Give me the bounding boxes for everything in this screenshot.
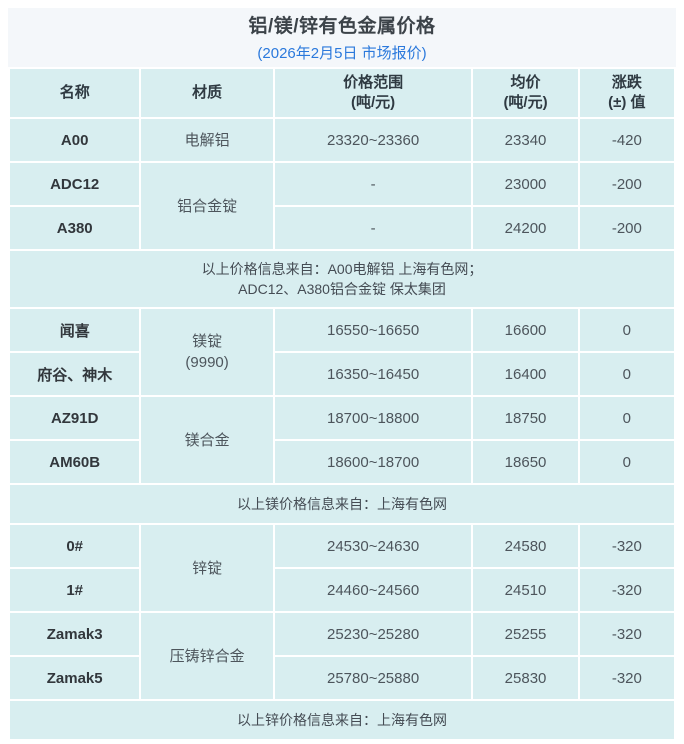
table-header-row: 名称 材质 价格范围 (吨/元) 均价 (吨/元) 涨跌 (±) 值 <box>10 69 674 117</box>
name-cell: 1# <box>10 569 140 611</box>
column-header-label: 均价 <box>510 74 541 91</box>
note-line: 以上锌价格信息来自：上海有色网 <box>237 712 447 728</box>
table-row: A380 - 24200 -200 <box>10 207 674 249</box>
material-cell: 镁锭 (9990) <box>141 309 273 395</box>
metal-price-table: 名称 材质 价格范围 (吨/元) 均价 (吨/元) 涨跌 (±) 值 <box>8 67 676 741</box>
column-header-label: 涨跌 <box>611 74 642 91</box>
name-cell: A380 <box>10 207 140 249</box>
change-value-cell: -320 <box>579 569 674 611</box>
table-row: 闻喜 镁锭 (9990) 16550~16650 16600 0 <box>10 309 674 395</box>
change-value-cell: -320 <box>579 657 674 699</box>
price-range-cell: - <box>274 163 472 205</box>
table-row: 府谷、神木 16350~16450 16400 0 <box>10 353 674 395</box>
change-value-cell: -200 <box>579 163 674 205</box>
price-bulletin-card: 铝/镁/锌有色金属价格 (2026年2月5日 市场报价) 名称 材质 价格范围 <box>8 8 676 741</box>
name-cell: AZ91D <box>10 397 140 439</box>
column-header-change: 涨跌 (±) 值 <box>579 69 674 117</box>
column-header-name: 名称 <box>10 69 140 117</box>
table-row: 1# 24460~24560 24510 -320 <box>10 569 674 611</box>
change-value-cell: 0 <box>579 309 674 351</box>
table-row: Zamak5 25780~25880 25830 -320 <box>10 657 674 699</box>
material-sublabel: (9990) <box>185 354 229 371</box>
column-header-sublabel: (±) 值 <box>608 94 646 111</box>
average-price-cell: 24510 <box>473 569 578 611</box>
price-range-cell: 16550~16650 <box>274 309 472 351</box>
average-price-cell: 25255 <box>473 613 578 655</box>
price-range-cell: 23320~23360 <box>274 119 472 161</box>
average-price-cell: 23000 <box>473 163 578 205</box>
average-price-cell: 25830 <box>473 657 578 699</box>
table-row: 0# 锌锭 24530~24630 24580 -320 <box>10 525 674 611</box>
price-range-cell: 18700~18800 <box>274 397 472 439</box>
page-subtitle: (2026年2月5日 市场报价) <box>257 45 427 62</box>
column-header-sublabel: (吨/元) <box>503 94 548 111</box>
table-row: A00 电解铝 23320~23360 23340 -420 <box>10 119 674 161</box>
table-row: AZ91D 镁合金 18700~18800 18750 0 <box>10 397 674 483</box>
name-cell: Zamak5 <box>10 657 140 699</box>
average-price-cell: 18750 <box>473 397 578 439</box>
name-cell: 0# <box>10 525 140 567</box>
price-range-cell: - <box>274 207 472 249</box>
column-header-label: 材质 <box>192 84 223 101</box>
note-line: 以上价格信息来自：A00电解铝 上海有色网； <box>201 261 483 277</box>
source-note-aluminum: 以上价格信息来自：A00电解铝 上海有色网； ADC12、A380铝合金锭 保太… <box>10 251 674 307</box>
price-range-cell: 24460~24560 <box>274 569 472 611</box>
note-line: ADC12、A380铝合金锭 保太集团 <box>238 281 446 297</box>
note-line: 以上镁价格信息来自：上海有色网 <box>237 496 447 512</box>
material-cell: 压铸锌合金 <box>141 613 273 699</box>
source-note-zinc: 以上锌价格信息来自：上海有色网 <box>10 701 674 739</box>
change-value-cell: -420 <box>579 119 674 161</box>
material-cell: 镁合金 <box>141 397 273 483</box>
average-price-cell: 18650 <box>473 441 578 483</box>
change-value-cell: -320 <box>579 525 674 567</box>
average-price-cell: 16400 <box>473 353 578 395</box>
price-range-cell: 24530~24630 <box>274 525 472 567</box>
change-value-cell: 0 <box>579 397 674 439</box>
table-row: ADC12 铝合金锭 - 23000 -200 <box>10 163 674 249</box>
average-price-cell: 24200 <box>473 207 578 249</box>
column-header-material: 材质 <box>141 69 273 117</box>
average-price-cell: 23340 <box>473 119 578 161</box>
source-note-magnesium: 以上镁价格信息来自：上海有色网 <box>10 485 674 523</box>
price-range-cell: 25780~25880 <box>274 657 472 699</box>
material-cell: 锌锭 <box>141 525 273 611</box>
table-row: Zamak3 压铸锌合金 25230~25280 25255 -320 <box>10 613 674 699</box>
name-cell: Zamak3 <box>10 613 140 655</box>
change-value-cell: 0 <box>579 441 674 483</box>
column-header-label: 价格范围 <box>343 74 404 91</box>
average-price-cell: 16600 <box>473 309 578 351</box>
price-range-cell: 16350~16450 <box>274 353 472 395</box>
price-range-cell: 18600~18700 <box>274 441 472 483</box>
column-header-label: 名称 <box>59 84 90 101</box>
price-range-cell: 25230~25280 <box>274 613 472 655</box>
column-header-price-range: 价格范围 (吨/元) <box>274 69 472 117</box>
material-cell: 铝合金锭 <box>141 163 273 249</box>
material-label: 镁锭 <box>192 333 223 350</box>
column-header-average: 均价 (吨/元) <box>473 69 578 117</box>
note-row: 以上锌价格信息来自：上海有色网 <box>10 701 674 739</box>
name-cell: A00 <box>10 119 140 161</box>
note-row: 以上价格信息来自：A00电解铝 上海有色网； ADC12、A380铝合金锭 保太… <box>10 251 674 307</box>
name-cell: 闻喜 <box>10 309 140 351</box>
average-price-cell: 24580 <box>473 525 578 567</box>
change-value-cell: -200 <box>579 207 674 249</box>
material-cell: 电解铝 <box>141 119 273 161</box>
table-row: AM60B 18600~18700 18650 0 <box>10 441 674 483</box>
change-value-cell: 0 <box>579 353 674 395</box>
name-cell: AM60B <box>10 441 140 483</box>
change-value-cell: -320 <box>579 613 674 655</box>
name-cell: ADC12 <box>10 163 140 205</box>
page-title: 铝/镁/锌有色金属价格 <box>248 16 436 37</box>
name-cell: 府谷、神木 <box>10 353 140 395</box>
column-header-sublabel: (吨/元) <box>350 94 396 111</box>
note-row: 以上镁价格信息来自：上海有色网 <box>10 485 674 523</box>
